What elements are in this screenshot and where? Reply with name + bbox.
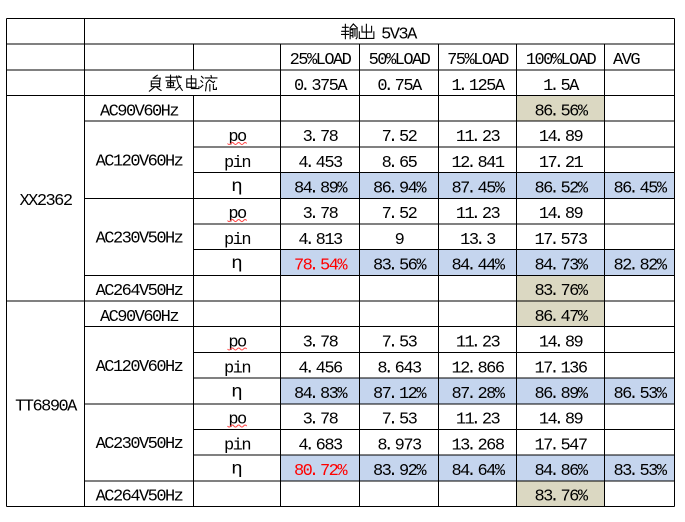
svg-text:17.21: 17. 21 [539, 154, 584, 173]
svg-text:12.841: 12. 841 [451, 154, 504, 173]
svg-text:po: po [228, 205, 247, 224]
svg-text:82.82%: 82. 82% [613, 257, 667, 276]
svg-text:17.136: 17. 136 [534, 359, 587, 378]
svg-text:pin: pin [224, 154, 250, 173]
svg-text:75%LOAD: 75%LOAD [447, 51, 509, 70]
svg-text:1.125A: 1. 125A [451, 77, 505, 96]
svg-text:86.45%: 86. 45% [613, 180, 667, 199]
svg-text:po: po [228, 411, 247, 430]
svg-text:25%LOAD: 25%LOAD [290, 51, 352, 70]
svg-text:po: po [228, 128, 247, 147]
svg-text:AC90V60Hz: AC90V60Hz [100, 103, 178, 122]
svg-text:AC120V60Hz: AC120V60Hz [96, 358, 183, 377]
svg-text:4.453: 4. 453 [298, 154, 343, 173]
svg-text:86.52%: 86. 52% [534, 180, 588, 199]
svg-text:11.23: 11. 23 [456, 128, 501, 147]
svg-text:17.573: 17. 573 [534, 231, 587, 250]
svg-text:TT6890A: TT6890A [15, 398, 78, 417]
svg-text:0.375A: 0. 375A [294, 77, 348, 96]
svg-text:86.89%: 86. 89% [534, 385, 588, 404]
svg-text:η: η [231, 177, 241, 197]
svg-text:83.53%: 83. 53% [613, 462, 667, 481]
svg-text:86.56%: 86. 56% [534, 103, 588, 122]
svg-text:86.53%: 86. 53% [613, 385, 667, 404]
svg-text:8.643: 8. 643 [377, 359, 422, 378]
svg-text:14.89: 14. 89 [539, 334, 584, 353]
svg-text:14.89: 14. 89 [539, 411, 584, 430]
svg-text:AC264V50Hz: AC264V50Hz [96, 282, 183, 301]
svg-text:AC264V50Hz: AC264V50Hz [96, 488, 183, 507]
svg-text:84.89%: 84. 89% [294, 180, 348, 199]
svg-text:7.52: 7. 52 [382, 205, 417, 224]
svg-text:4.813: 4. 813 [298, 231, 343, 250]
svg-text:83.76%: 83. 76% [534, 488, 588, 507]
svg-text:87.28%: 87. 28% [451, 385, 505, 404]
svg-text:87.45%: 87. 45% [451, 180, 505, 199]
svg-text:AC120V60Hz: AC120V60Hz [96, 153, 183, 172]
svg-text:50%LOAD: 50%LOAD [369, 51, 431, 70]
svg-text:86.94%: 86. 94% [373, 180, 427, 199]
svg-text:83.76%: 83. 76% [534, 282, 588, 301]
svg-text:7.53: 7. 53 [382, 411, 418, 430]
svg-text:87.12%: 87. 12% [373, 385, 427, 404]
svg-text:AVG: AVG [613, 51, 640, 70]
svg-text:9: 9 [395, 231, 405, 250]
svg-text:83.56%: 83. 56% [373, 257, 427, 276]
svg-text:pin: pin [224, 436, 250, 455]
svg-text:14.89: 14. 89 [539, 128, 584, 147]
svg-text:7.53: 7. 53 [382, 334, 418, 353]
svg-text:7.52: 7. 52 [382, 128, 417, 147]
svg-text:12.866: 12. 866 [451, 359, 504, 378]
svg-text:AC90V60Hz: AC90V60Hz [100, 308, 178, 327]
svg-text:84.64%: 84. 64% [451, 462, 505, 481]
svg-text:78.54%: 78. 54% [294, 257, 348, 276]
svg-text:pin: pin [224, 359, 250, 378]
svg-text:AC230V50Hz: AC230V50Hz [96, 435, 183, 454]
svg-text:4.683: 4. 683 [298, 436, 343, 455]
svg-text:84.73%: 84. 73% [534, 257, 588, 276]
svg-text:100%LOAD: 100%LOAD [526, 51, 597, 70]
svg-text:80.72%: 80. 72% [294, 462, 348, 481]
svg-text:1.5A: 1. 5A [543, 77, 580, 96]
svg-text:po: po [228, 334, 247, 353]
svg-text:XX2362: XX2362 [19, 192, 71, 211]
svg-text:0.75A: 0. 75A [377, 77, 423, 96]
svg-text:3.78: 3. 78 [303, 205, 339, 224]
svg-text:4.456: 4. 456 [298, 359, 343, 378]
svg-text:11.23: 11. 23 [456, 205, 501, 224]
svg-text:η: η [231, 254, 241, 274]
svg-text:17.547: 17. 547 [534, 436, 586, 455]
svg-text:83.92%: 83. 92% [373, 462, 427, 481]
svg-text:13.268: 13. 268 [451, 436, 504, 455]
svg-text:pin: pin [224, 231, 250, 250]
svg-text:8.65: 8. 65 [382, 154, 418, 173]
svg-text:13.3: 13. 3 [460, 231, 496, 250]
svg-text:3.78: 3. 78 [303, 411, 339, 430]
svg-text:η: η [231, 383, 241, 403]
svg-text:11.23: 11. 23 [456, 411, 501, 430]
svg-text:86.47%: 86. 47% [534, 308, 588, 327]
svg-text:η: η [231, 460, 241, 480]
svg-text:3.78: 3. 78 [303, 128, 339, 147]
svg-text:3.78: 3. 78 [303, 334, 339, 353]
svg-text:8.973: 8. 973 [377, 436, 422, 455]
svg-text:11.23: 11. 23 [456, 334, 501, 353]
svg-text:84.86%: 84. 86% [534, 462, 588, 481]
svg-text:5V3A: 5V3A [381, 25, 418, 44]
svg-text:84.83%: 84. 83% [294, 385, 348, 404]
svg-text:AC230V50Hz: AC230V50Hz [96, 230, 183, 249]
svg-text:84.44%: 84. 44% [451, 257, 505, 276]
svg-text:14.89: 14. 89 [539, 205, 584, 224]
